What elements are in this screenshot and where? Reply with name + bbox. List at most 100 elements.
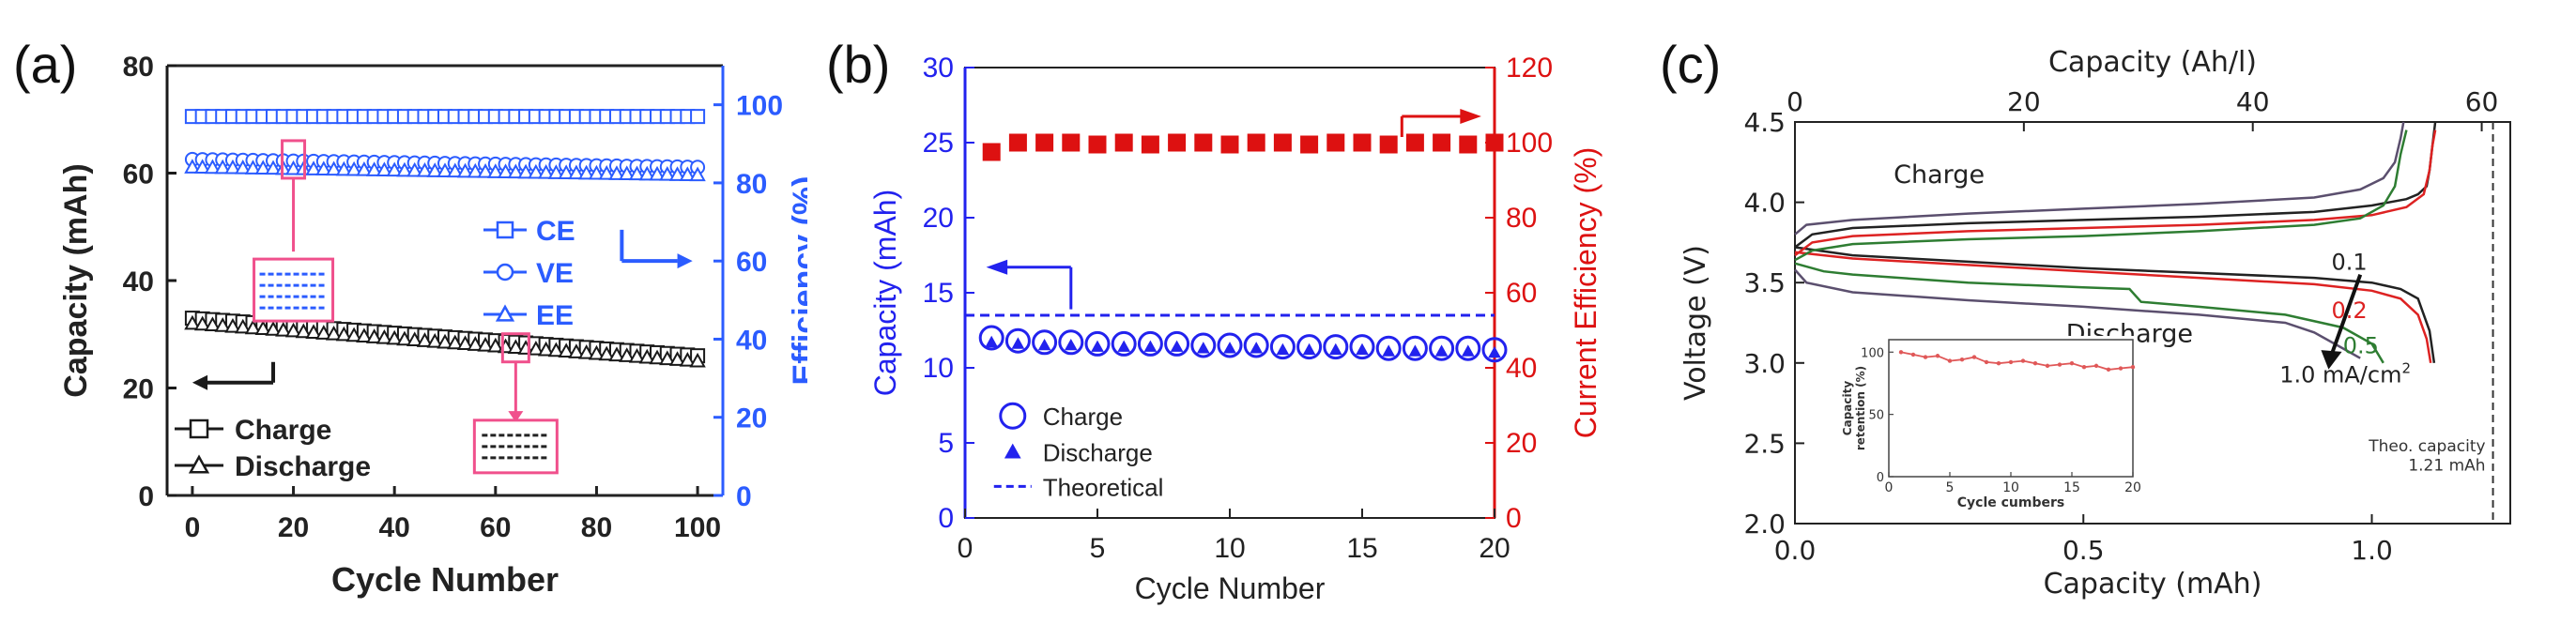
y-axis-title: Voltage (V) bbox=[1679, 245, 1712, 401]
point-charge bbox=[1349, 334, 1375, 360]
point-discharge bbox=[689, 352, 706, 368]
point-discharge bbox=[456, 335, 474, 351]
x2-tick-label: 60 bbox=[2465, 86, 2499, 117]
point-discharge bbox=[244, 319, 262, 335]
point-ee bbox=[396, 161, 413, 177]
inset-retention-point bbox=[2093, 363, 2099, 369]
point-charge bbox=[1296, 334, 1323, 360]
theo-label: Theo. capacity bbox=[2368, 437, 2485, 456]
y-tick-label-left: 5 bbox=[938, 428, 954, 459]
point-discharge bbox=[325, 325, 343, 341]
x-tick-label: 0.5 bbox=[2062, 535, 2105, 566]
y-axis-title-left: Capacity (mAh) bbox=[58, 163, 94, 397]
point-ee bbox=[507, 163, 525, 179]
y-tick-label-right: 100 bbox=[1506, 128, 1553, 159]
y-tick-label-right: 40 bbox=[736, 325, 767, 356]
y-axis-title-right: Efficiency (%) bbox=[787, 176, 807, 386]
theo-value-label: 1.21 mAh bbox=[2408, 457, 2485, 476]
charge-curve-0.1 bbox=[1794, 121, 2437, 249]
y-tick-label: 4.5 bbox=[1743, 107, 1786, 138]
panel-label-a: (a) bbox=[13, 35, 77, 94]
inset-y-tick-label: 50 bbox=[1868, 409, 1884, 423]
rate-label-1.0: 1.0 mA/cm2 bbox=[2279, 359, 2411, 388]
point-charge bbox=[1111, 330, 1137, 357]
point-discharge bbox=[1011, 337, 1025, 349]
charge-curve-0.2 bbox=[1794, 129, 2437, 257]
point-ee bbox=[619, 165, 636, 181]
y-tick-label-left: 0 bbox=[938, 503, 954, 534]
point-ee bbox=[456, 162, 474, 178]
point-charge bbox=[1243, 332, 1269, 358]
point-ee bbox=[497, 163, 514, 179]
legend-marker-ve bbox=[496, 263, 514, 281]
point-discharge bbox=[305, 324, 322, 340]
charge-curve-0.5 bbox=[1794, 129, 2408, 262]
inset-y-tick-label: 100 bbox=[1861, 346, 1884, 360]
point-discharge bbox=[679, 352, 697, 367]
point-charge bbox=[1217, 332, 1243, 358]
point-discharge bbox=[193, 315, 211, 331]
point-ee bbox=[376, 161, 393, 177]
point-ee bbox=[386, 161, 403, 177]
point-discharge bbox=[568, 343, 585, 358]
point-current-efficiency bbox=[1062, 133, 1081, 152]
point-ee bbox=[193, 159, 211, 175]
point-discharge bbox=[214, 317, 231, 332]
point-discharge bbox=[365, 328, 383, 343]
inset-retention-point bbox=[1996, 361, 2001, 366]
point-discharge bbox=[558, 342, 575, 358]
discharge-curve-0.2 bbox=[1794, 251, 2432, 364]
point-discharge bbox=[1382, 344, 1396, 357]
inset-x-tick-label: 15 bbox=[2063, 480, 2080, 495]
x-tick-label: 0.0 bbox=[1774, 535, 1817, 566]
point-discharge bbox=[406, 331, 423, 347]
point-ee bbox=[254, 160, 271, 175]
inset-y-title: Capacity bbox=[1841, 381, 1854, 436]
point-discharge bbox=[204, 316, 222, 332]
legend-marker-discharge bbox=[188, 454, 210, 474]
legend-label-charge: Charge bbox=[235, 415, 331, 446]
inset-retention-point bbox=[1959, 358, 1965, 362]
point-ee bbox=[204, 159, 222, 175]
point-ee bbox=[406, 161, 423, 177]
rate-superscript: 2 bbox=[2401, 359, 2411, 376]
point-ee bbox=[437, 162, 453, 178]
x-tick-label: 80 bbox=[581, 512, 612, 543]
charge-annotation: Charge bbox=[1894, 160, 1985, 190]
inset-retention-point bbox=[2032, 361, 2038, 366]
point-ee bbox=[638, 165, 655, 181]
inset-x-tick-label: 0 bbox=[1885, 480, 1894, 495]
point-current-efficiency bbox=[1008, 133, 1027, 152]
point-charge bbox=[1402, 335, 1428, 361]
x-axis-title: Cycle Number bbox=[1135, 571, 1326, 605]
y-tick-label-right: 20 bbox=[1506, 428, 1537, 459]
chart-b: (b)0 5 10 15 20051015202530020406080100120Cy… bbox=[826, 35, 1602, 605]
point-ee bbox=[265, 160, 282, 175]
plot-frame bbox=[1794, 121, 2511, 525]
rate-label-0.5: 0.5 bbox=[2343, 333, 2379, 359]
inset-retention-point bbox=[2130, 365, 2136, 370]
point-current-efficiency bbox=[1353, 133, 1372, 152]
x-tick-label: 1.0 bbox=[2351, 535, 2393, 566]
point-discharge bbox=[426, 332, 443, 348]
rate-value: 1.0 mA/cm bbox=[2279, 361, 2401, 388]
point-discharge bbox=[628, 348, 646, 363]
point-discharge bbox=[1223, 342, 1236, 354]
point-ee bbox=[356, 161, 373, 176]
point-discharge bbox=[295, 323, 313, 339]
point-ee bbox=[487, 163, 504, 178]
point-ee bbox=[517, 163, 534, 179]
x-tick-label: 15 bbox=[1346, 533, 1377, 564]
x2-tick-label: 40 bbox=[2236, 86, 2270, 117]
point-ee bbox=[628, 165, 646, 181]
inset-background bbox=[1887, 336, 2135, 479]
point-discharge bbox=[224, 317, 241, 333]
point-discharge bbox=[235, 318, 252, 334]
point-current-efficiency bbox=[1220, 135, 1239, 154]
y-tick-label-left: 10 bbox=[923, 353, 954, 384]
rate-arrow bbox=[2329, 273, 2363, 356]
point-charge bbox=[1032, 329, 1058, 356]
point-ee bbox=[568, 164, 585, 180]
y-tick-label-right: 40 bbox=[1506, 353, 1537, 384]
inset-x-title: Cycle cumbers bbox=[1957, 495, 2064, 510]
